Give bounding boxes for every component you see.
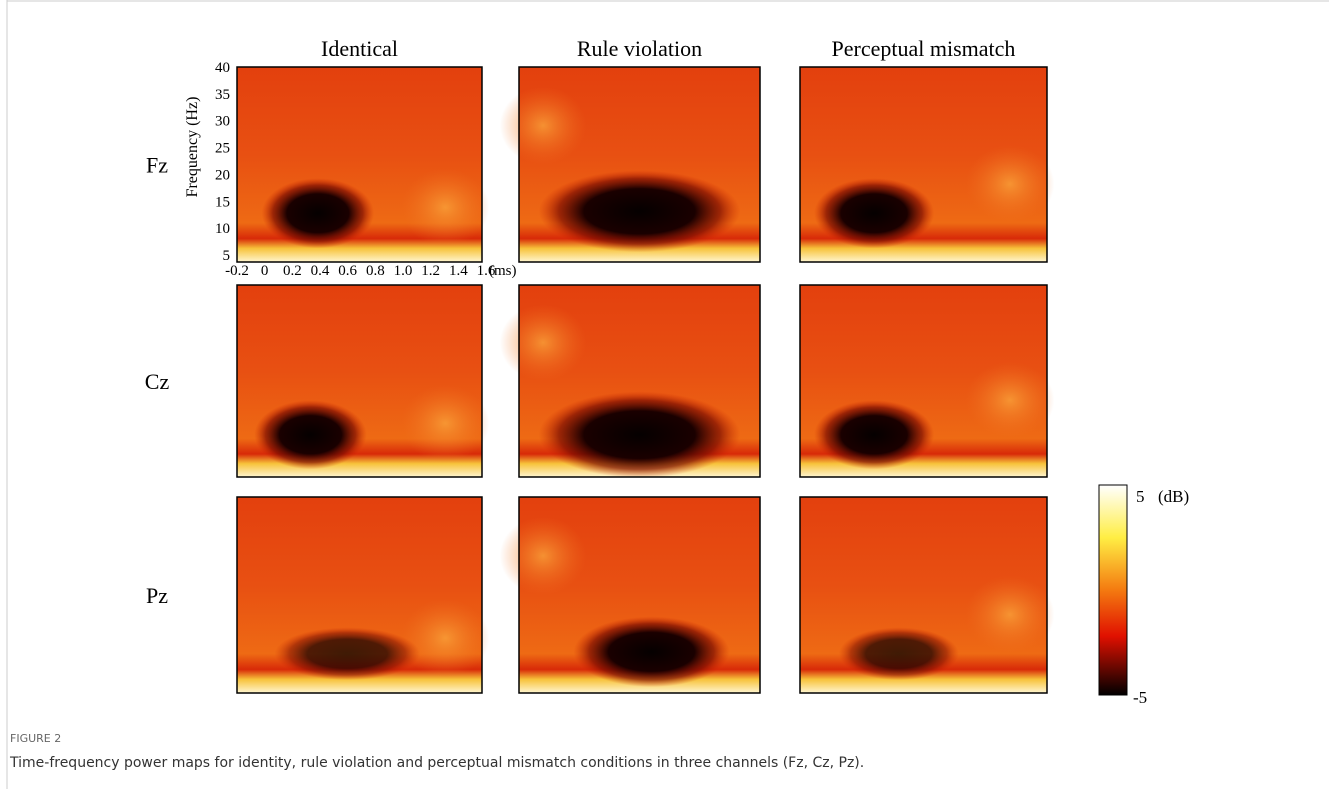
caption-text: Time-frequency power maps for identity, … (9, 755, 864, 771)
heatmap (500, 285, 760, 478)
row-label: Cz (145, 369, 170, 394)
heatmap-blob (401, 385, 489, 462)
colorbar (1099, 485, 1127, 695)
heatmap-blob (965, 575, 1054, 653)
y-tick-label: 10 (215, 221, 230, 237)
heatmap-blob (814, 178, 934, 248)
x-tick-label: 0.8 (366, 263, 385, 279)
x-tick-label: -0.2 (225, 263, 249, 279)
x-tick-label: 0.6 (338, 263, 357, 279)
heatmap-blob (274, 627, 420, 680)
heatmap-blob (965, 362, 1054, 439)
y-tick-label: 35 (215, 87, 230, 103)
heatmap-blob (401, 168, 489, 246)
row-label: Fz (146, 153, 168, 178)
heatmap (237, 497, 489, 693)
heatmap (500, 497, 760, 693)
x-tick-label: 0 (261, 263, 269, 279)
colorbar-min: -5 (1133, 688, 1147, 707)
column-title: Identical (321, 36, 398, 61)
row-label: Pz (146, 583, 168, 608)
column-title: Rule violation (577, 36, 702, 61)
page: Identical Rule violation Perceptual mismat… (0, 0, 1329, 789)
colorbar-max: 5 (1136, 487, 1145, 506)
heatmap-blob (500, 87, 587, 165)
heatmap-blob (500, 517, 587, 595)
y-tick-label: 15 (215, 194, 230, 210)
x-tick-label: 0.4 (311, 263, 330, 279)
x-tick-label: 1.4 (449, 263, 468, 279)
heatmap-blob (500, 304, 587, 381)
x-tick-label: 0.2 (283, 263, 302, 279)
heatmap (800, 67, 1054, 262)
column-title: Perceptual mismatch (832, 36, 1016, 61)
heatmap-blob (401, 599, 489, 677)
heatmap (800, 285, 1054, 477)
y-tick-label: 40 (215, 60, 230, 76)
heatmap-blob (814, 400, 934, 469)
caption-label: FIGURE 2 (10, 732, 61, 745)
y-tick-label: 20 (215, 167, 230, 183)
y-tick-label: 25 (215, 141, 230, 157)
heatmap (500, 67, 760, 262)
x-tick-label: 1.0 (394, 263, 413, 279)
x-tick-label: 1.2 (421, 263, 440, 279)
heatmap-blob (573, 617, 729, 688)
heatmap-blob (539, 170, 741, 252)
heatmap (800, 497, 1054, 693)
y-tick-label: 30 (215, 114, 230, 130)
y-tick-label: 5 (223, 248, 231, 264)
heatmap-blob (539, 392, 741, 478)
y-axis-label: Frequency (Hz) (184, 97, 201, 198)
figure: Identical Rule violation Perceptual mismat… (0, 0, 1329, 789)
heatmap (237, 285, 489, 477)
x-unit: (ms) (489, 263, 517, 279)
heatmap-blob (254, 400, 366, 469)
colorbar-unit: (dB) (1158, 487, 1189, 506)
heatmap-blob (965, 145, 1054, 223)
heatmap-blob (839, 627, 959, 680)
heatmap (237, 67, 489, 262)
heatmap-blob (262, 178, 374, 248)
